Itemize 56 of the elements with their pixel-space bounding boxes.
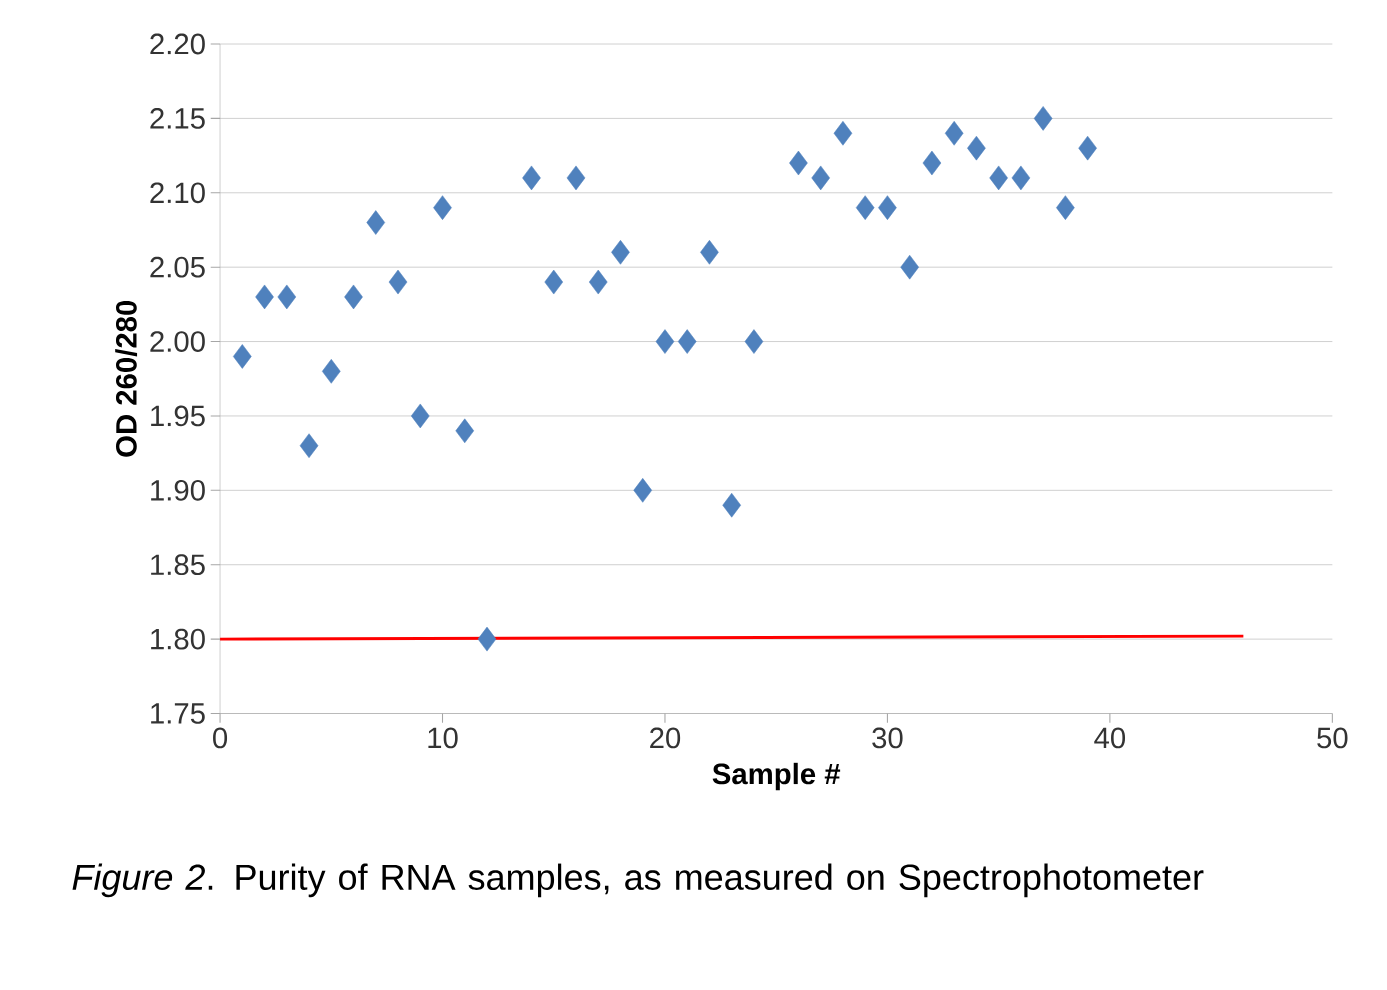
point: [989, 165, 1008, 191]
point: [855, 195, 875, 221]
point: [255, 284, 274, 310]
point: [322, 359, 341, 384]
point: [611, 240, 630, 265]
point: [433, 195, 452, 221]
y-tick-label: 1.75: [151, 703, 205, 724]
point: [566, 165, 586, 191]
point: [833, 121, 853, 146]
point: [744, 329, 764, 355]
x-tick-label: 10: [428, 727, 458, 749]
point: [344, 284, 363, 310]
point: [967, 136, 986, 161]
point: [700, 240, 719, 265]
point: [722, 493, 741, 518]
point: [655, 329, 675, 355]
point: [233, 344, 252, 369]
point: [677, 329, 697, 355]
y-tick-label: 2.05: [150, 256, 205, 278]
point: [789, 150, 808, 176]
point: [411, 403, 430, 429]
point: [811, 165, 830, 191]
point: [1011, 165, 1031, 191]
x-axis-title: Sample #: [712, 763, 841, 791]
point: [900, 255, 919, 280]
point: [299, 433, 319, 459]
point: [588, 269, 608, 295]
point: [388, 269, 408, 295]
point: [544, 269, 564, 295]
point: [1033, 106, 1053, 131]
y-tick-label: 1.90: [151, 480, 205, 501]
point: [1056, 195, 1075, 221]
x-tick-label: 50: [1317, 727, 1348, 749]
point: [522, 165, 541, 191]
point: [477, 627, 497, 652]
point: [922, 150, 942, 176]
point: [366, 210, 386, 236]
point: [455, 418, 475, 444]
x-tick-label: 0: [213, 727, 228, 749]
point: [633, 478, 652, 503]
x-tick-label: 20: [650, 727, 681, 749]
point: [878, 195, 897, 221]
y-tick-label: 1.85: [151, 554, 205, 576]
y-tick-label: 1.80: [151, 628, 205, 650]
point: [944, 121, 964, 146]
y-axis-title: OD 260/280: [115, 301, 138, 457]
point: [277, 284, 297, 310]
y-tick-label: 2.10: [150, 182, 205, 204]
x-tick-label: 40: [1094, 727, 1126, 749]
y-tick-label: 2.15: [150, 108, 205, 129]
y-tick-label: 2.00: [150, 331, 205, 353]
x-tick-label: 30: [872, 727, 903, 749]
y-tick-label: 2.20: [150, 33, 205, 55]
point: [1078, 136, 1097, 161]
text: Figure 2. Purity of RNA samples, as measured on Spectrophotometer: [72, 863, 1204, 898]
y-tick-label: 1.95: [151, 405, 205, 427]
